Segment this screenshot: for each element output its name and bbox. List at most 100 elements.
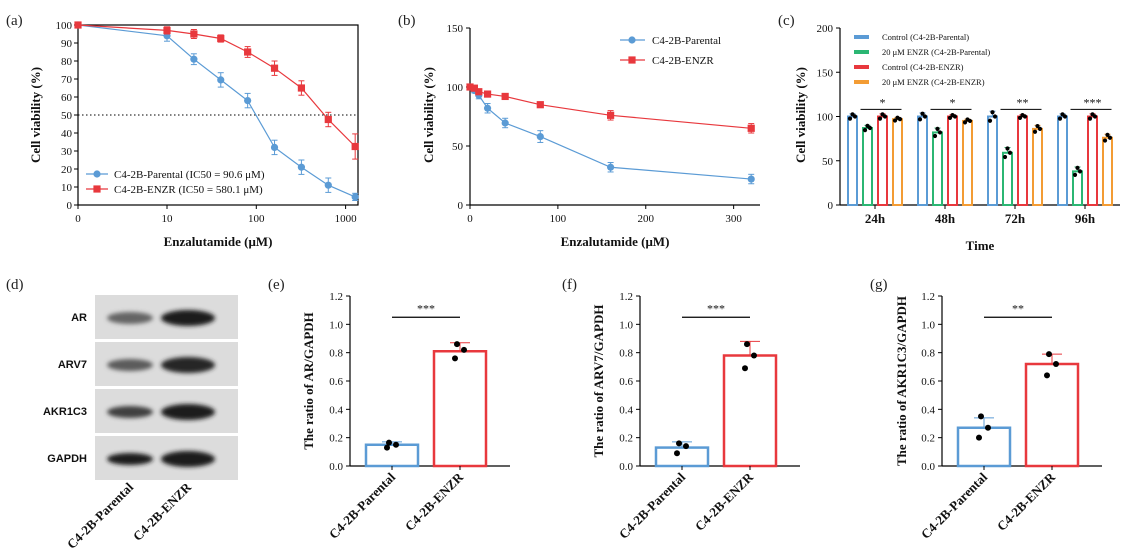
- legend-marker-b-1: [628, 56, 636, 64]
- blot-band-1-1: [161, 357, 215, 373]
- bar-c-2-1: [1002, 151, 1013, 207]
- dot-g-1-2: [1046, 351, 1052, 358]
- ytick-label-e-2: 0.4: [329, 404, 343, 416]
- dot-c-0-1-2: [865, 123, 870, 128]
- data-point-a-1-2: [190, 30, 198, 38]
- ytick-label-f-2: 0.4: [619, 404, 633, 416]
- ytick-label-a-9: 90: [61, 38, 73, 50]
- bar-c-2-0: [987, 115, 998, 206]
- data-point-b-0-3: [483, 104, 492, 112]
- dot-f-1-1: [751, 352, 757, 359]
- bar-c-0-1: [862, 127, 873, 207]
- dot-c-3-3-0: [1102, 138, 1108, 143]
- ytick-label-a-8: 80: [61, 56, 73, 68]
- ytick-label-g-5: 1.0: [921, 319, 935, 331]
- ytick-label-e-3: 0.6: [329, 376, 343, 388]
- dot-c-1-2-2: [950, 112, 955, 118]
- data-point-b-0-5: [536, 132, 544, 141]
- ytick-label-g-3: 0.6: [921, 376, 935, 388]
- legend-swatch-c-2: [854, 65, 869, 69]
- data-point-b-0-7: [747, 175, 755, 183]
- dot-c-2-0-2: [990, 110, 995, 115]
- chart-e: (e) 0.0 0.2 0.4 0.6 0.8 1.0 1.2 The ratio of AR/…: [268, 277, 510, 542]
- chart-g: (g) 0.0 0.2 0.4 0.6 0.8 1.0 1.2 The ratio of AKR…: [870, 277, 1102, 542]
- xtick-label-a-0: 0: [75, 213, 81, 225]
- xtick-label-b-3: 300: [725, 213, 742, 225]
- data-point-a-0-3: [217, 76, 225, 84]
- ytick-label-b-2: 100: [447, 82, 464, 94]
- chart-f: (f) 0.0 0.2 0.4 0.6 0.8 1.0 1.2 The ratio of ARV…: [562, 277, 800, 542]
- ytick-label-a-7: 70: [61, 74, 73, 86]
- panel-label-d: (d): [6, 277, 24, 293]
- bar-c-0-2: [877, 115, 888, 206]
- ytick-label-e-6: 1.2: [329, 291, 343, 303]
- xtick-label-b-1: 100: [550, 213, 567, 225]
- ytick-label-b-1: 50: [452, 141, 464, 153]
- data-point-b-1-1: [470, 84, 478, 92]
- data-point-a-1-7: [324, 115, 332, 124]
- ytick-label-c-1: 50: [822, 156, 834, 168]
- data-point-a-0-2: [190, 55, 198, 63]
- bar-f-1: [722, 354, 778, 468]
- xtick-label-f-1: C4-2B-ENZR: [692, 469, 757, 534]
- ytick-label-g-4: 0.8: [921, 348, 935, 360]
- blot-band-0-1: [161, 310, 215, 326]
- dot-e-1-2: [454, 341, 460, 348]
- errbar-g-1: [1042, 353, 1062, 365]
- xtick-label-g-0: C4-2B-Parental: [918, 469, 990, 541]
- dot-c-3-2-0: [1087, 116, 1093, 121]
- bar-g-0: [956, 426, 1012, 468]
- legend-label-b-0: C4-2B-Parental: [652, 35, 721, 47]
- dot-c-2-0-0: [987, 118, 993, 123]
- dot-c-2-1-1: [1007, 150, 1013, 155]
- legend-label-c-3: 20 μM ENZR (C4-2B-ENZR): [882, 77, 985, 87]
- errbar-f-0: [672, 441, 692, 449]
- xtick-label-c-0: 24h: [865, 211, 886, 226]
- dot-c-2-1-2: [1005, 146, 1010, 151]
- blot-lane-label-0: C4-2B-Parental: [64, 479, 136, 550]
- ytick-label-b-0: 0: [458, 200, 464, 212]
- ytick-label-a-1: 10: [61, 182, 73, 194]
- series-line-b-1: [469, 86, 752, 129]
- x-axis-label-c: Time: [966, 238, 995, 253]
- ytick-label-c-2: 100: [817, 112, 834, 124]
- dot-f-0-0: [674, 450, 680, 457]
- bar-c-3-0: [1057, 115, 1068, 206]
- bar-c-0-3: [892, 118, 903, 206]
- legend-label-a-1: C4-2B-ENZR (IC50 = 580.1 μM): [114, 184, 263, 196]
- data-point-b-0-4: [501, 119, 509, 127]
- dot-c-3-2-2: [1090, 112, 1095, 117]
- ytick-label-a-3: 30: [61, 146, 73, 158]
- dot-c-1-2-0: [947, 115, 953, 121]
- dot-c-1-1-0: [932, 133, 938, 139]
- dot-c-1-3-0: [962, 120, 968, 125]
- dot-g-0-2: [978, 413, 984, 420]
- legend-marker-a-0: [93, 170, 101, 178]
- legend-swatch-c-1: [854, 50, 869, 54]
- dot-f-1-2: [744, 341, 750, 348]
- ytick-label-a-0: 0: [67, 200, 73, 212]
- dot-c-1-1-1: [937, 130, 943, 135]
- xtick-label-e-1: C4-2B-ENZR: [402, 469, 467, 534]
- chart-b: (b) 0 50 100 150 0 100 200 300 Enzalutamide (μM) C…: [398, 13, 760, 249]
- bar-e-0: [364, 443, 420, 468]
- blot-band-0-0: [107, 312, 153, 324]
- legend-label-c-0: Control (C4-2B-Parental): [882, 32, 969, 42]
- sig-label-g: **: [1012, 301, 1024, 315]
- dot-c-2-3-1: [1037, 126, 1043, 131]
- data-point-a-1-5: [270, 64, 279, 72]
- dot-c-2-0-1: [992, 114, 998, 119]
- dot-c-0-3-2: [895, 115, 900, 120]
- panel-label-b: (b): [398, 13, 416, 29]
- dot-e-0-0: [384, 444, 390, 451]
- dot-e-0-2: [386, 439, 392, 446]
- y-axis-label-c: Cell viability (%): [793, 67, 808, 163]
- data-point-a-1-4: [244, 48, 252, 56]
- ytick-label-e-4: 0.8: [329, 348, 343, 360]
- sig-label-f: ***: [707, 301, 725, 315]
- data-point-b-1-7: [747, 124, 755, 132]
- dot-g-0-0: [976, 434, 982, 441]
- dot-c-0-2-2: [880, 112, 885, 117]
- legend-label-a-0: C4-2B-Parental (IC50 = 90.6 μM): [114, 169, 265, 181]
